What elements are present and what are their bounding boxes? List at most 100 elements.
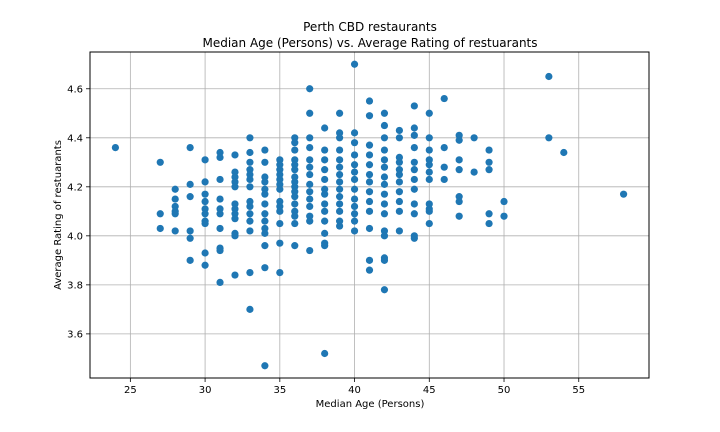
data-point — [455, 197, 463, 206]
data-point — [485, 166, 493, 174]
data-point — [261, 158, 269, 166]
data-point — [336, 193, 344, 201]
data-point — [306, 188, 314, 196]
data-point — [306, 170, 314, 179]
data-point — [246, 202, 254, 211]
data-point — [410, 158, 418, 166]
data-point — [306, 134, 314, 142]
data-point — [365, 256, 374, 264]
data-point — [380, 134, 389, 142]
data-point — [246, 158, 254, 166]
data-point — [276, 185, 284, 193]
data-point — [246, 183, 254, 191]
data-point — [276, 207, 284, 215]
data-points — [111, 60, 628, 370]
data-point — [321, 156, 329, 164]
data-point — [545, 134, 553, 142]
data-point — [455, 166, 463, 174]
data-point — [291, 139, 299, 147]
data-point — [201, 261, 209, 269]
data-point — [410, 166, 418, 174]
data-point — [231, 151, 239, 159]
data-point — [395, 197, 403, 206]
data-point — [365, 151, 374, 159]
data-point — [365, 170, 374, 179]
data-point — [276, 269, 284, 277]
data-point — [171, 227, 179, 235]
data-point — [201, 219, 209, 228]
data-point — [216, 278, 224, 287]
data-point — [201, 210, 209, 218]
data-point — [560, 148, 568, 157]
data-point — [350, 60, 359, 68]
data-point — [186, 180, 194, 188]
chart-subtitle: Median Age (Persons) vs. Average Rating … — [202, 36, 537, 50]
data-point — [350, 210, 359, 218]
data-point — [156, 210, 164, 218]
data-point — [186, 256, 194, 264]
data-point — [365, 161, 374, 169]
data-point — [455, 212, 463, 220]
data-point — [380, 163, 389, 171]
data-point — [350, 168, 359, 176]
data-point — [380, 210, 389, 218]
data-point — [336, 109, 344, 117]
data-point — [440, 143, 448, 152]
data-point — [395, 134, 403, 142]
data-point — [425, 146, 433, 154]
data-point — [336, 146, 344, 154]
data-point — [380, 200, 389, 208]
data-point — [156, 158, 164, 166]
data-point — [186, 143, 194, 152]
y-tick-label: 4.2 — [67, 182, 83, 193]
data-point — [500, 197, 508, 206]
data-point — [365, 188, 374, 196]
data-point — [350, 217, 359, 225]
data-point — [216, 224, 224, 233]
data-point — [365, 178, 374, 186]
chart-title: Perth CBD restaurants — [303, 20, 437, 34]
data-point — [201, 156, 209, 164]
data-point — [231, 215, 239, 223]
data-point — [261, 190, 269, 198]
data-point — [336, 178, 344, 186]
data-point — [336, 222, 344, 230]
data-point — [350, 227, 359, 235]
data-point — [395, 207, 403, 215]
data-point — [306, 156, 314, 164]
data-point — [485, 146, 493, 154]
data-point — [440, 175, 448, 184]
data-point — [261, 217, 269, 225]
data-point — [216, 153, 224, 161]
data-point — [350, 161, 359, 169]
data-point — [246, 175, 254, 184]
data-point — [246, 210, 254, 218]
data-point — [216, 195, 224, 203]
data-point — [321, 217, 329, 225]
data-point — [395, 227, 403, 235]
data-point — [380, 121, 389, 130]
data-point — [291, 193, 299, 201]
data-point — [216, 246, 224, 255]
data-point — [111, 143, 120, 152]
x-tick-label: 50 — [498, 385, 511, 396]
data-point — [455, 156, 463, 164]
data-point — [261, 146, 269, 154]
data-point — [350, 195, 359, 203]
data-point — [291, 166, 299, 174]
data-point — [246, 148, 254, 157]
data-point — [380, 190, 389, 198]
data-point — [410, 102, 418, 110]
y-tick-label: 4.6 — [67, 84, 83, 95]
data-point — [261, 242, 269, 250]
data-point — [246, 305, 254, 313]
data-point — [231, 183, 239, 191]
data-point — [365, 97, 374, 105]
data-point — [410, 234, 418, 242]
data-point — [410, 185, 418, 193]
data-point — [619, 190, 628, 198]
data-point — [201, 190, 209, 198]
data-point — [350, 185, 359, 193]
data-point — [321, 190, 329, 198]
x-axis-ticks: 25 30 35 40 45 50 55 — [124, 378, 585, 396]
